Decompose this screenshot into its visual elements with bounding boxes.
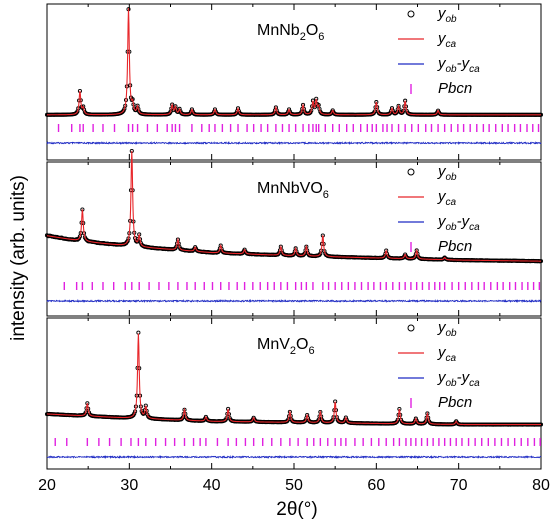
- legend-marker-circle: [407, 324, 415, 332]
- reflection-ticks: [54, 438, 541, 446]
- x-tick-label: 80: [532, 477, 550, 494]
- observed-point: [141, 411, 146, 416]
- legend-label-sub: ca: [469, 378, 480, 389]
- legend-label: Pbcn: [438, 394, 472, 411]
- x-tick-label: 70: [450, 477, 468, 494]
- legend-label-sub: ob: [446, 378, 458, 389]
- legend-label-sub: ca: [446, 39, 457, 50]
- legend-label-main: Pbcn: [438, 238, 472, 255]
- legend-label-sub: ob: [446, 172, 458, 183]
- x-tick-label: 30: [120, 477, 138, 494]
- legend-label-main: y: [437, 369, 447, 386]
- legend-label-sub: ob: [446, 64, 458, 75]
- observed-point: [302, 419, 307, 424]
- reflection-ticks: [63, 282, 541, 290]
- sample-label-part: MnNb: [257, 22, 300, 39]
- x-tick-label: 40: [203, 477, 221, 494]
- observed-point: [413, 416, 418, 421]
- x-tick-label: 20: [38, 477, 56, 494]
- legend-label-main: -y: [457, 213, 471, 230]
- legend-label: yob: [437, 5, 457, 25]
- sample-label-part: MnV: [257, 336, 290, 353]
- x-tick-label: 50: [285, 477, 303, 494]
- calculated-line: [46, 333, 541, 426]
- sample-label-part: 6: [318, 31, 324, 43]
- difference-line: [46, 454, 542, 459]
- legend-label: yob-yca: [437, 55, 480, 75]
- legend-label-main: -y: [457, 369, 471, 386]
- observed-point: [129, 97, 134, 103]
- legend-label-main: y: [437, 213, 447, 230]
- sample-label: MnNbVO6: [257, 180, 329, 201]
- observed-point: [189, 107, 194, 112]
- panels: MnNb2O6yobycayob-ycaPbcnMnNbVO6yobycayob…: [44, 3, 544, 470]
- legend-label-main: y: [437, 30, 447, 47]
- legend-label-sub: ob: [446, 328, 458, 339]
- legend-label-main: -y: [457, 55, 471, 72]
- observed-point: [242, 247, 247, 252]
- difference-line: [46, 298, 542, 304]
- legend-label: yob-yca: [437, 213, 480, 233]
- calculated-line: [47, 8, 541, 116]
- sample-label-part: 6: [308, 345, 314, 357]
- sample-label-part: MnNbVO: [257, 180, 323, 197]
- sample-label: MnNb2O6: [257, 22, 324, 43]
- legend-label-sub: ca: [446, 353, 457, 364]
- sample-label-part: 2: [290, 345, 296, 357]
- x-axis-title: 2θ(°): [276, 499, 317, 520]
- legend-label-main: Pbcn: [438, 80, 472, 97]
- legend-label: Pbcn: [438, 80, 472, 97]
- legend-label-sub: ca: [469, 64, 480, 75]
- legend-label: yob: [437, 319, 457, 339]
- sample-label-part: O: [296, 336, 308, 353]
- x-tick-label: 60: [367, 477, 385, 494]
- legend-label: yob-yca: [437, 369, 480, 389]
- difference-line: [46, 140, 542, 146]
- sample-label-part: 2: [300, 31, 306, 43]
- legend-label: yca: [437, 30, 457, 50]
- sample-label-part: 6: [323, 189, 329, 201]
- sample-label: MnV2O6: [257, 336, 315, 357]
- legend-marker-circle: [407, 10, 415, 18]
- legend-label-sub: ob: [446, 222, 458, 233]
- legend-label-main: y: [437, 55, 447, 72]
- legend-label: yca: [437, 188, 457, 208]
- calculated-line: [46, 150, 542, 262]
- observed-point: [212, 107, 218, 112]
- legend-label: Pbcn: [438, 238, 472, 255]
- legend-label-main: y: [437, 344, 447, 361]
- observed-point: [177, 106, 182, 111]
- observed-point: [77, 236, 82, 241]
- observed-point: [132, 411, 137, 416]
- legend-label-sub: ca: [446, 197, 457, 208]
- observed-point: [343, 415, 348, 420]
- legend-label-main: y: [437, 163, 447, 180]
- sample-label-part: O: [306, 22, 318, 39]
- legend-marker-circle: [407, 168, 415, 176]
- observed-point: [287, 107, 292, 112]
- legend-label-sub: ca: [469, 222, 480, 233]
- legend-label-main: Pbcn: [438, 394, 472, 411]
- y-axis-title: intensity (arb. units): [8, 175, 29, 341]
- legend-label-main: y: [437, 188, 447, 205]
- legend-label: yob: [437, 163, 457, 183]
- x-axis: 20 30 40 50 60 70 80: [38, 477, 550, 494]
- legend-label-main: y: [437, 5, 447, 22]
- legend-label-main: y: [437, 319, 447, 336]
- legend-label-sub: ob: [446, 14, 458, 25]
- legend-label: yca: [437, 344, 457, 364]
- reflection-ticks: [57, 124, 540, 132]
